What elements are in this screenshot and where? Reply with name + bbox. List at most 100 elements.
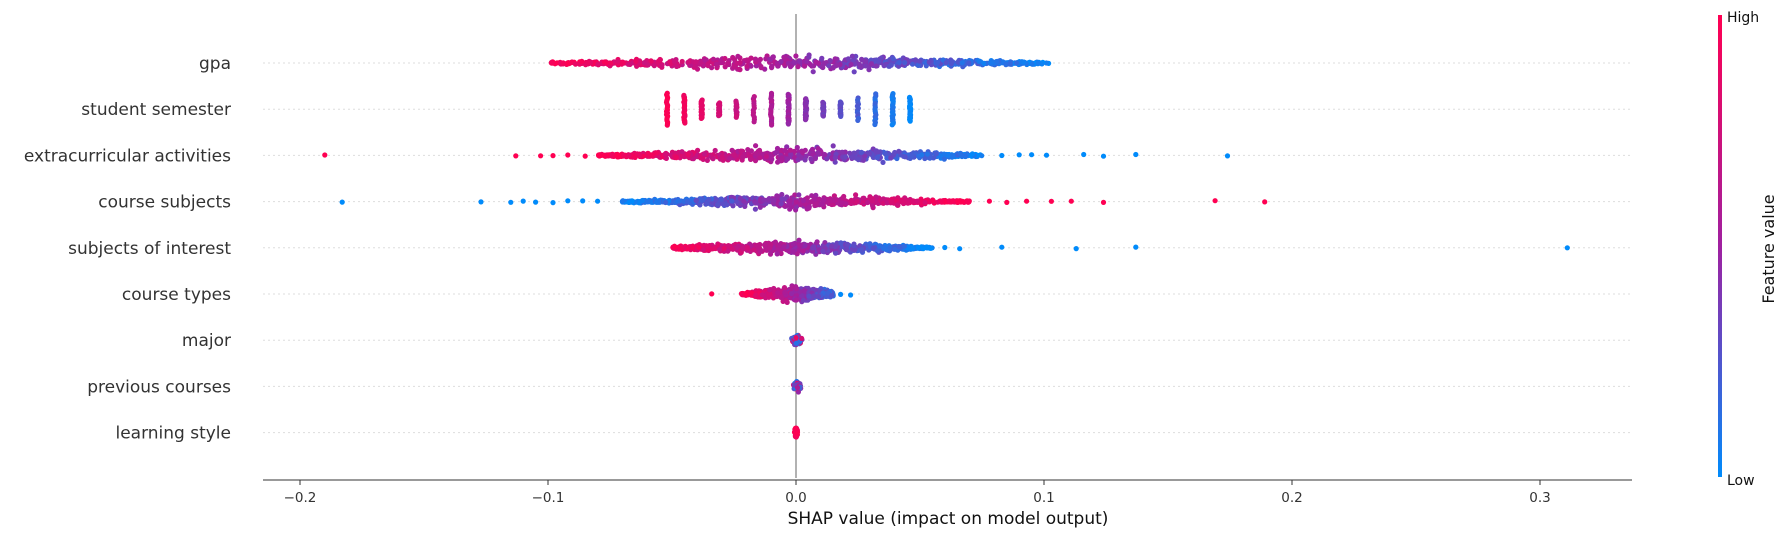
- point-course-subjects: [914, 198, 920, 204]
- point-gpa: [702, 57, 708, 63]
- point-gpa: [868, 61, 875, 67]
- feature-label-previous-courses: previous courses: [87, 377, 231, 397]
- point-gpa: [821, 60, 827, 66]
- point-course-subjects: [639, 197, 646, 204]
- outlier-course-subjects: [520, 198, 526, 204]
- point-extracurricular-activities: [753, 150, 759, 157]
- point-gpa: [834, 62, 840, 68]
- point-course-subjects: [774, 193, 780, 200]
- point-extracurricular-activities: [649, 152, 655, 158]
- point-subjects-of-interest: [876, 243, 883, 249]
- feature-label-student-semester: student semester: [81, 100, 231, 120]
- point-subjects-of-interest: [887, 244, 893, 251]
- point-subjects-of-interest: [790, 248, 796, 255]
- point-gpa: [915, 62, 921, 68]
- point-course-subjects: [869, 198, 875, 204]
- point-gpa: [731, 63, 737, 69]
- point-course-types: [759, 292, 765, 298]
- point-course-types: [779, 294, 785, 301]
- point-gpa: [645, 62, 651, 68]
- point-extracurricular-activities: [690, 156, 697, 162]
- point-gpa: [658, 62, 665, 69]
- outlier-subjects-of-interest: [1073, 246, 1079, 252]
- point-gpa: [651, 63, 657, 69]
- point-gpa: [778, 59, 784, 65]
- point-gpa: [585, 59, 591, 66]
- point-extracurricular-activities: [799, 149, 806, 155]
- outlier-course-subjects: [478, 199, 484, 205]
- point-gpa: [725, 60, 731, 66]
- point-gpa: [565, 60, 571, 66]
- point-course-subjects: [766, 196, 772, 202]
- outlier-extracurricular-activities: [1081, 151, 1087, 158]
- point-gpa: [625, 61, 631, 67]
- point-course-subjects: [811, 196, 817, 202]
- point-subjects-of-interest: [858, 247, 864, 253]
- point-extracurricular-activities: [862, 153, 868, 159]
- point-gpa: [851, 69, 857, 75]
- outlier-course-subjects: [1212, 198, 1218, 204]
- point-gpa: [560, 60, 566, 66]
- point-gpa: [705, 63, 711, 69]
- point-student-semester: [682, 120, 688, 126]
- point-gpa: [966, 60, 972, 66]
- point-subjects-of-interest: [810, 245, 816, 251]
- point-gpa: [890, 56, 896, 62]
- point-gpa: [615, 58, 621, 64]
- point-course-types: [783, 298, 790, 304]
- point-extracurricular-activities: [756, 147, 763, 153]
- row-guides: [263, 62, 1632, 434]
- x-axis-title: SHAP value (impact on model output): [788, 509, 1109, 529]
- point-course-subjects: [778, 201, 784, 207]
- point-extracurricular-activities: [803, 153, 809, 159]
- point-extracurricular-activities: [922, 155, 928, 162]
- outlier-course-subjects: [986, 198, 993, 204]
- point-gpa: [795, 64, 801, 70]
- point-extracurricular-activities: [941, 156, 947, 162]
- point-extracurricular-activities: [685, 152, 691, 158]
- point-course-subjects: [797, 202, 804, 208]
- point-gpa: [744, 63, 750, 69]
- point-subjects-of-interest: [775, 247, 781, 253]
- point-course-subjects: [922, 200, 928, 206]
- point-extracurricular-activities: [729, 147, 735, 153]
- point-student-semester: [716, 113, 722, 119]
- point-subjects-of-interest: [800, 248, 806, 254]
- x-tick-label: −0.1: [532, 490, 565, 506]
- point-course-subjects: [752, 206, 759, 212]
- point-course-subjects: [818, 201, 824, 207]
- point-extracurricular-activities: [802, 157, 808, 163]
- point-gpa: [849, 53, 856, 59]
- point-gpa: [888, 62, 894, 68]
- point-subjects-of-interest: [920, 246, 926, 252]
- point-course-subjects: [905, 200, 911, 206]
- point-extracurricular-activities: [785, 156, 791, 162]
- outlier-subjects-of-interest: [942, 244, 948, 251]
- point-extracurricular-activities: [979, 153, 985, 159]
- point-extracurricular-activities: [880, 159, 886, 165]
- feature-label-learning-style: learning style: [115, 424, 231, 444]
- point-gpa: [752, 56, 759, 62]
- point-gpa: [949, 59, 956, 65]
- point-extracurricular-activities: [782, 147, 788, 153]
- point-subjects-of-interest: [833, 250, 839, 256]
- point-course-subjects: [840, 195, 846, 201]
- point-course-types: [799, 292, 805, 299]
- point-major: [793, 340, 800, 346]
- point-subjects-of-interest: [844, 241, 851, 247]
- point-gpa: [608, 60, 614, 66]
- point-gpa: [763, 56, 769, 62]
- point-course-subjects: [843, 201, 849, 207]
- point-gpa: [873, 63, 879, 69]
- point-gpa: [1021, 59, 1027, 65]
- point-extracurricular-activities: [673, 155, 680, 161]
- point-subjects-of-interest: [672, 244, 678, 250]
- point-subjects-of-interest: [700, 247, 707, 253]
- point-course-subjects: [779, 196, 785, 202]
- point-course-types: [801, 288, 807, 294]
- point-extracurricular-activities: [626, 152, 632, 158]
- point-course-types: [829, 292, 835, 299]
- point-extracurricular-activities: [815, 150, 821, 156]
- point-extracurricular-activities: [784, 151, 790, 157]
- outlier-course-subjects: [1100, 199, 1107, 205]
